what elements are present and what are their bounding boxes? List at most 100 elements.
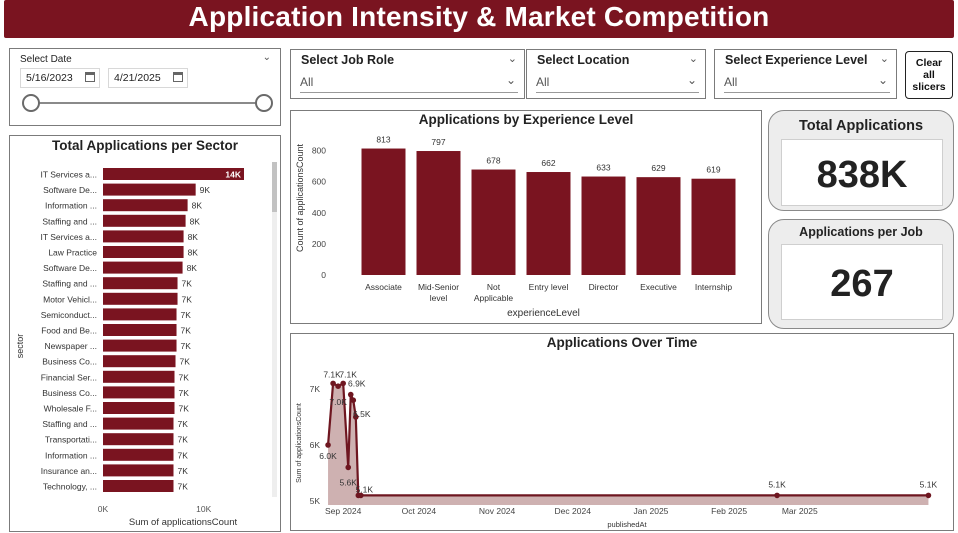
time-chart-panel: Applications Over Time 5K 6K 7K Sum of appl… (290, 333, 954, 531)
sector-bar (103, 433, 174, 446)
experience-y-tick-label: 400 (312, 208, 326, 218)
experience-level-selected-value: All (724, 75, 738, 89)
chevron-down-icon[interactable]: ⌄ (686, 73, 697, 87)
scrollbar-track (272, 162, 277, 497)
sector-category-label: Staffing and ... (42, 216, 97, 226)
sector-category-label: Information ... (45, 201, 97, 211)
time-data-point (347, 391, 354, 398)
experience-level-dropdown[interactable]: All ⌄ (724, 73, 890, 93)
job-role-dropdown[interactable]: All ⌄ (300, 73, 518, 93)
total-applications-title: Total Applications (798, 118, 924, 134)
sector-bar (103, 292, 178, 305)
time-x-tick-label: Jan 2025 (633, 506, 668, 516)
sector-data-label: 8K (190, 216, 201, 226)
sector-data-label: 7K (178, 482, 189, 492)
total-applications-card: Total Applications 838K (768, 110, 954, 211)
time-chart-title: Applications Over Time (546, 335, 698, 350)
sector-bar (103, 230, 184, 243)
location-dropdown[interactable]: All ⌄ (536, 73, 699, 93)
sector-bar (103, 339, 177, 352)
clear-button-line-3: slicers (912, 81, 946, 93)
sector-bar (103, 448, 174, 461)
sector-category-label: Transportati... (45, 435, 97, 445)
sector-bar (103, 308, 177, 321)
experience-bar (691, 178, 736, 275)
time-x-tick-label: Feb 2025 (711, 506, 747, 516)
experience-data-label: 633 (596, 163, 610, 173)
sector-data-label: 7K (179, 388, 190, 398)
calendar-icon[interactable] (173, 72, 183, 82)
sector-bar (103, 183, 196, 196)
applications-per-job-value-box: 267 (781, 244, 943, 320)
time-x-axis-title: publishedAt (607, 520, 647, 529)
sector-data-label: 7K (178, 450, 189, 460)
experience-data-label: 619 (706, 165, 720, 175)
chevron-down-icon[interactable]: ⌄ (688, 53, 698, 65)
sector-category-label: IT Services a... (40, 232, 97, 242)
time-data-point (345, 464, 352, 471)
sector-category-label: Software De... (43, 185, 97, 195)
location-slicer-label: Select Location (537, 53, 630, 67)
sector-bar (103, 464, 174, 477)
sector-data-label: 14K (225, 170, 241, 180)
end-date-input[interactable]: 4/21/2025 (108, 68, 188, 88)
total-applications-value: 838K (816, 154, 908, 196)
sector-data-label: 8K (187, 263, 198, 273)
experience-y-tick-label: 0 (321, 270, 326, 280)
chevron-down-icon[interactable]: ⌄ (879, 53, 889, 65)
sector-bar (103, 246, 184, 258)
sector-x-axis-title: Sum of applicationsCount (129, 517, 238, 528)
sector-x-tick-label: 0K (98, 504, 109, 514)
experience-data-label: 797 (431, 137, 445, 147)
time-data-point (350, 397, 357, 403)
experience-category-label: Associate (365, 282, 402, 292)
start-date-value: 5/16/2023 (26, 72, 73, 84)
sector-bar (103, 324, 177, 336)
experience-x-axis-title: experienceLevel (507, 308, 580, 319)
date-range-start-handle[interactable] (22, 94, 40, 112)
location-slicer[interactable]: Select Location ⌄ All ⌄ (526, 49, 706, 99)
time-data-point (335, 383, 341, 389)
chevron-down-icon[interactable]: ⌄ (505, 73, 516, 87)
chevron-down-icon[interactable]: ⌄ (507, 53, 517, 65)
job-role-slicer[interactable]: Select Job Role ⌄ All ⌄ (290, 49, 525, 99)
time-data-label: 6.9K (348, 379, 366, 389)
experience-bar (581, 176, 626, 275)
time-y-tick-label: 7K (310, 384, 321, 394)
sector-category-label: Information ... (45, 450, 97, 460)
experience-level-slicer-label: Select Experience Level (725, 53, 868, 67)
experience-category-label: Applicable (474, 293, 513, 303)
date-range-end-handle[interactable] (255, 94, 273, 112)
sector-category-label: Technology, ... (43, 482, 97, 492)
time-x-tick-label: Oct 2024 (402, 506, 437, 516)
experience-category-label: Mid-Senior (418, 282, 459, 292)
chevron-down-icon[interactable]: ⌄ (262, 52, 271, 63)
experience-level-slicer[interactable]: Select Experience Level ⌄ All ⌄ (714, 49, 897, 99)
sector-data-label: 8K (188, 232, 199, 242)
calendar-icon[interactable] (85, 72, 95, 82)
experience-category-label: Entry level (529, 282, 569, 292)
sector-category-label: Financial Ser... (41, 372, 97, 382)
experience-bar-chart: 0 200 400 600 800 Count of applicationsCount 8… (295, 135, 736, 319)
sector-chart-title: Total Applications per Sector (51, 138, 239, 153)
sector-x-tick-label: 10K (196, 504, 211, 514)
chevron-down-icon[interactable]: ⌄ (877, 73, 888, 87)
sector-category-label: Semiconduct... (41, 310, 97, 320)
experience-category-label: Executive (640, 282, 677, 292)
time-data-point (340, 380, 346, 387)
experience-data-label: 662 (541, 158, 555, 168)
sector-category-label: Business Co... (42, 388, 97, 398)
time-x-tick-label: Nov 2024 (479, 506, 516, 516)
sector-category-label: Insurance an... (41, 466, 97, 476)
clear-all-slicers-button[interactable]: Clear all slicers (905, 51, 953, 99)
time-y-tick-label: 5K (310, 496, 321, 506)
experience-data-label: 813 (376, 135, 390, 145)
time-data-point (330, 380, 336, 387)
sector-bar (103, 355, 176, 368)
sector-category-label: Newspaper ... (45, 341, 97, 351)
start-date-input[interactable]: 5/16/2023 (20, 68, 100, 88)
clear-button-line-1: Clear (915, 57, 943, 69)
sector-bar (103, 417, 174, 430)
sector-data-label: 8K (188, 248, 199, 258)
